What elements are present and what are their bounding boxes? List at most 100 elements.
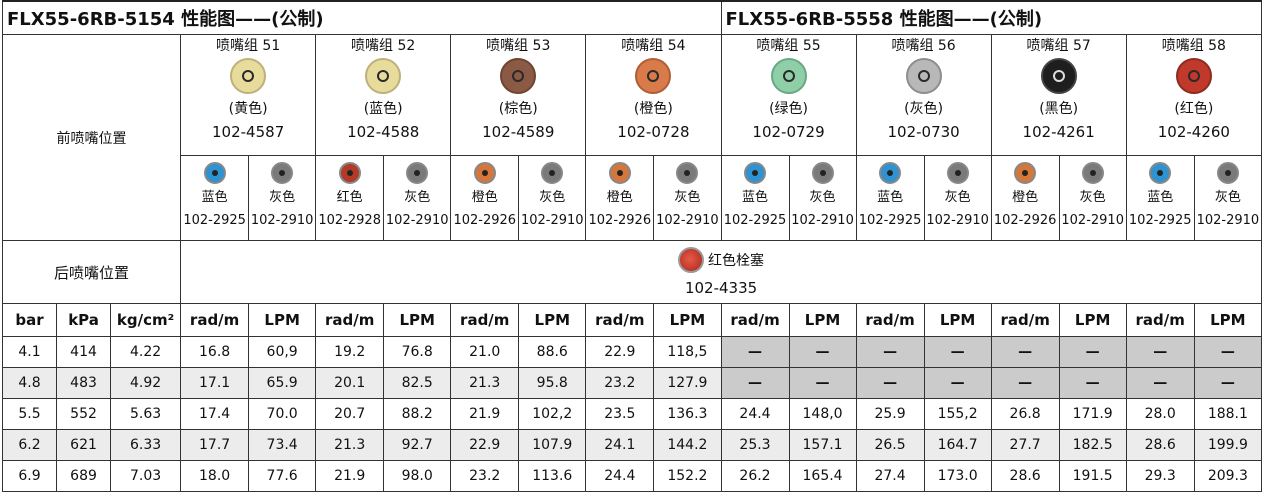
nozzle-orifice — [954, 170, 961, 176]
table-cell: 76.8 — [383, 336, 452, 368]
nozzle-part-number: 102-4261 — [1022, 123, 1095, 141]
table-cell: 26.8 — [990, 398, 1060, 430]
table-cell: — — [990, 367, 1060, 399]
small-nozzle-part: 102-2925 — [183, 213, 246, 228]
small-nozzle: 蓝色 102-2925 — [857, 157, 923, 240]
nozzle-color-label: (蓝色) — [363, 101, 403, 117]
table-cell: 20.7 — [315, 398, 385, 430]
column-header: kPa — [56, 303, 112, 337]
nozzle-set: 喷嘴组 52 (蓝色) 102-4588 — [317, 36, 450, 155]
small-nozzle-color: 灰色 — [269, 190, 296, 205]
table-cell: 88.2 — [383, 398, 452, 430]
nozzle-set-cell: 喷嘴组 52 (蓝色) 102-4588 — [315, 34, 452, 156]
nozzle-orifice — [377, 70, 390, 82]
nozzle-set: 喷嘴组 57 (黑色) 102-4261 — [992, 36, 1125, 155]
blue-nozzle-icon — [744, 162, 767, 184]
small-nozzle-part: 102-2926 — [588, 213, 652, 228]
small-nozzle: 灰色 102-2910 — [520, 157, 585, 240]
table-cell: 136.3 — [653, 398, 722, 430]
column-header: rad/m — [855, 303, 925, 337]
table-cell: 199.9 — [1193, 429, 1263, 461]
small-nozzle-cell: 橙色 102-2926 — [585, 155, 655, 241]
small-nozzle-cell: 蓝色 102-2925 — [1125, 155, 1195, 241]
nozzle-orifice — [211, 170, 218, 176]
nozzle-set: 喷嘴组 55 (绿色) 102-0729 — [722, 36, 855, 155]
table-cell: 28.6 — [1125, 429, 1195, 461]
small-nozzle-color: 灰色 — [1079, 190, 1106, 205]
small-nozzle-cell: 橙色 102-2926 — [990, 155, 1060, 241]
table-cell: 23.2 — [585, 367, 655, 399]
nozzle-set-cell: 喷嘴组 54 (橙色) 102-0728 — [585, 34, 722, 156]
orange-nozzle-icon — [635, 58, 672, 94]
table-cell: 4.8 — [1, 367, 58, 399]
small-nozzle: 蓝色 102-2925 — [182, 157, 248, 240]
nozzle-set-name: 喷嘴组 54 — [621, 38, 686, 54]
small-nozzle-cell: 灰色 102-2910 — [518, 155, 587, 241]
gray-nozzle-icon — [271, 162, 294, 184]
table-cell: 88.6 — [518, 336, 587, 368]
nozzle-set: 喷嘴组 58 (红色) 102-4260 — [1127, 36, 1260, 155]
small-nozzle-cell: 红色 102-2928 — [315, 155, 385, 241]
table-cell: 4.1 — [1, 336, 58, 368]
nozzle-orifice — [346, 170, 353, 176]
rear-nozzle-label: 后喷嘴位置 — [1, 240, 182, 304]
nozzle-orifice — [1224, 170, 1231, 176]
table-cell: 552 — [56, 398, 112, 430]
table-cell: 60,9 — [248, 336, 317, 368]
nozzle-orifice — [549, 170, 556, 176]
blue-nozzle-icon — [203, 162, 226, 184]
table-cell: 173.0 — [923, 460, 992, 492]
small-nozzle-color: 蓝色 — [742, 190, 769, 205]
table-cell: 28.6 — [990, 460, 1060, 492]
table-cell: — — [855, 336, 925, 368]
table-cell: 27.4 — [855, 460, 925, 492]
nozzle-orifice — [819, 170, 826, 176]
table-cell: 95.8 — [518, 367, 587, 399]
table-cell: 118,5 — [653, 336, 722, 368]
table-cell: 28.0 — [1125, 398, 1195, 430]
table-cell: 5.63 — [110, 398, 182, 430]
nozzle-orifice — [512, 70, 525, 82]
rear-plug-line: 红色栓塞 — [678, 247, 764, 273]
table-row: 6.9 689 7.03 18.0 77.6 21.9 98.0 23.2 113.6 24.4 1… — [1, 460, 1263, 492]
table-cell: 6.9 — [1, 460, 58, 492]
rear-nozzle-cell: 红色栓塞 102-4335 — [180, 240, 1262, 304]
small-nozzle-cell: 灰色 102-2910 — [248, 155, 317, 241]
small-nozzle-color: 灰色 — [944, 190, 971, 205]
column-header: LPM — [1058, 303, 1127, 337]
table-cell: 102,2 — [518, 398, 587, 430]
nozzle-color-label: (黑色) — [1039, 101, 1079, 117]
table-cell: 23.5 — [585, 398, 655, 430]
table-cell: 18.0 — [180, 460, 250, 492]
table-cell: 191.5 — [1058, 460, 1127, 492]
table-cell: 107.9 — [518, 429, 587, 461]
table-cell: 483 — [56, 367, 112, 399]
nozzle-part-number: 102-4588 — [347, 123, 420, 141]
table-cell: — — [1125, 367, 1195, 399]
table-cell: 29.3 — [1125, 460, 1195, 492]
nozzle-orifice — [1157, 170, 1164, 176]
table-cell: 6.33 — [110, 429, 182, 461]
nozzle-set-name: 喷嘴组 58 — [1161, 38, 1226, 54]
table-cell: 17.1 — [180, 367, 250, 399]
nozzle-color-label: (绿色) — [769, 101, 808, 117]
nozzle-color-label: (橙色) — [633, 101, 673, 117]
table-cell: 25.3 — [720, 429, 790, 461]
nozzle-part-number: 102-0730 — [887, 123, 960, 141]
table-cell: — — [1193, 367, 1263, 399]
nozzle-orifice — [1052, 70, 1065, 82]
nozzle-set-cell: 喷嘴组 55 (绿色) 102-0729 — [720, 34, 857, 156]
table-cell: 24.4 — [585, 460, 655, 492]
small-nozzle-part: 102-2926 — [453, 213, 517, 228]
nozzle-color-label: (黄色) — [228, 101, 268, 117]
gray-nozzle-icon — [1081, 162, 1104, 184]
small-nozzle-part: 102-2910 — [385, 213, 449, 228]
nozzle-orifice — [1022, 170, 1029, 176]
orange-nozzle-icon — [1014, 162, 1037, 184]
gray-nozzle-icon — [946, 162, 969, 184]
table-cell: 127.9 — [653, 367, 722, 399]
red-plug-icon — [678, 247, 705, 273]
nozzle-set: 喷嘴组 54 (橙色) 102-0728 — [587, 36, 720, 155]
small-nozzle-row: 蓝色 102-2925 灰色 102-2910 红色 102-2928 灰色 102-2910… — [3, 155, 1263, 241]
small-nozzle: 灰色 102-2910 — [1060, 157, 1125, 240]
